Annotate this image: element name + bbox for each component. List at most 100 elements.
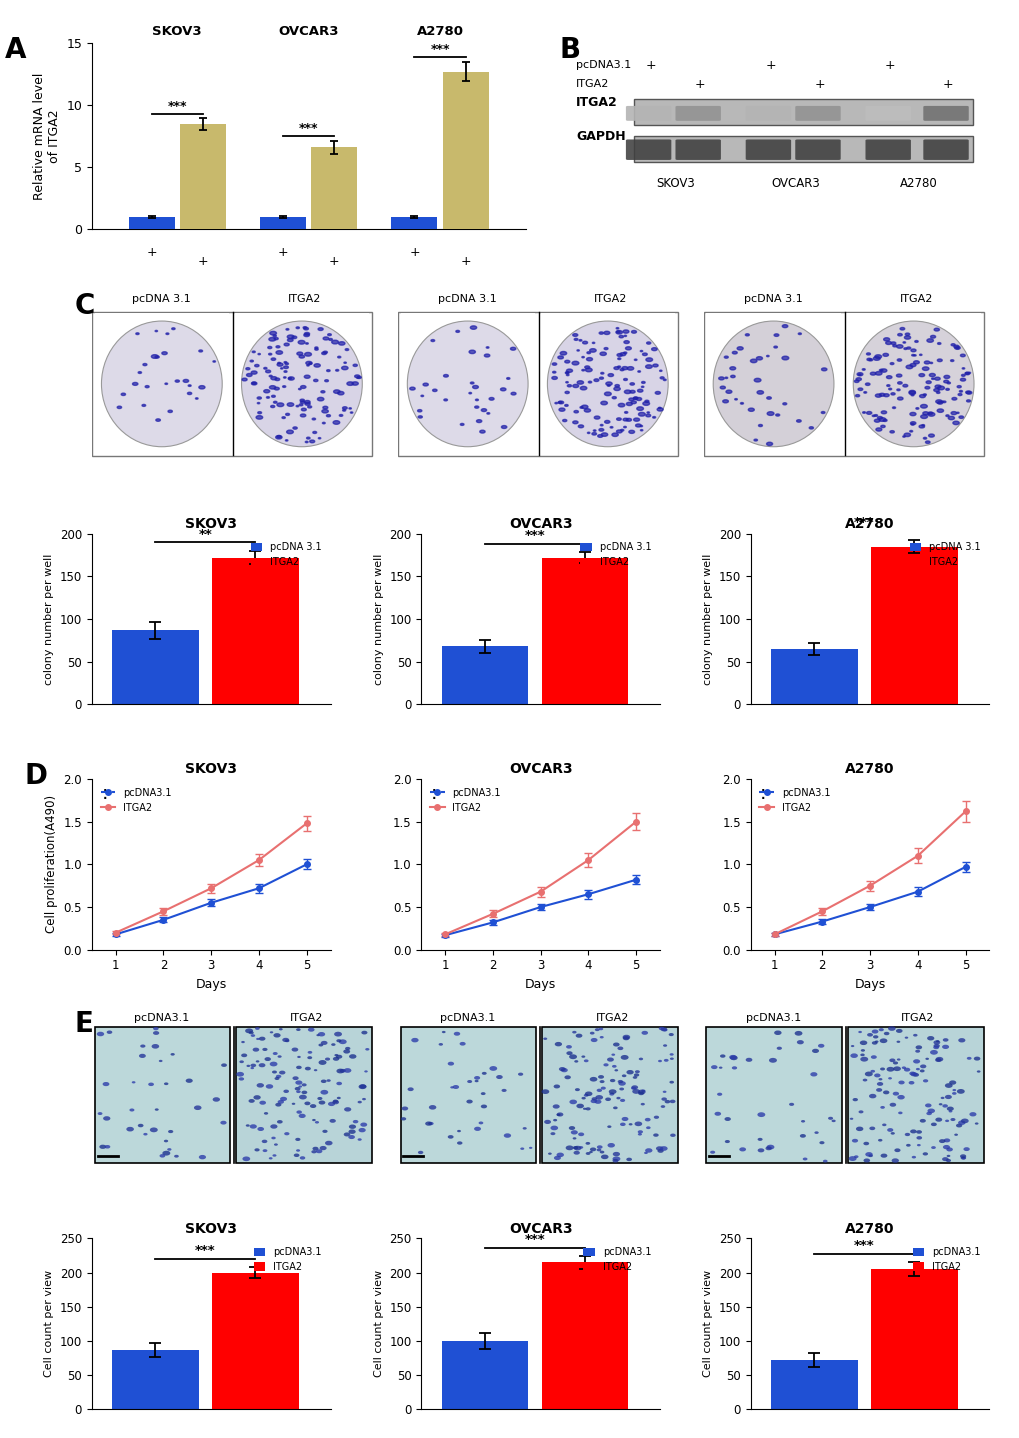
Ellipse shape — [892, 1061, 897, 1064]
Circle shape — [301, 385, 306, 388]
Circle shape — [959, 391, 962, 393]
Circle shape — [187, 393, 192, 394]
Ellipse shape — [343, 1068, 352, 1073]
Circle shape — [288, 378, 291, 380]
Circle shape — [756, 391, 763, 394]
Circle shape — [630, 390, 635, 393]
Circle shape — [605, 383, 611, 385]
Y-axis label: colony number per well: colony number per well — [373, 554, 383, 684]
Circle shape — [886, 375, 891, 378]
Ellipse shape — [589, 1031, 594, 1034]
Ellipse shape — [126, 1127, 133, 1132]
Circle shape — [934, 400, 942, 403]
Circle shape — [339, 414, 342, 417]
Circle shape — [920, 414, 926, 418]
Circle shape — [324, 380, 328, 381]
Y-axis label: Cell count per view: Cell count per view — [373, 1270, 383, 1378]
Ellipse shape — [590, 1038, 597, 1043]
Ellipse shape — [262, 1048, 267, 1051]
Ellipse shape — [857, 1031, 861, 1032]
Ellipse shape — [240, 1041, 245, 1043]
Circle shape — [652, 417, 655, 418]
Ellipse shape — [99, 1145, 106, 1149]
Ellipse shape — [644, 1117, 650, 1122]
Y-axis label: Cell count per view: Cell count per view — [702, 1270, 712, 1378]
Circle shape — [328, 338, 332, 341]
Circle shape — [910, 421, 915, 424]
FancyBboxPatch shape — [745, 106, 791, 121]
Text: SKOV3: SKOV3 — [655, 177, 694, 190]
Ellipse shape — [944, 1094, 951, 1099]
Ellipse shape — [940, 1097, 944, 1099]
Ellipse shape — [937, 1103, 942, 1106]
Ellipse shape — [960, 1156, 965, 1159]
Text: +: + — [942, 78, 953, 91]
Ellipse shape — [946, 1107, 953, 1112]
Ellipse shape — [332, 1100, 338, 1104]
Ellipse shape — [613, 1070, 618, 1071]
Circle shape — [957, 394, 961, 395]
Circle shape — [904, 336, 910, 339]
Circle shape — [903, 348, 906, 349]
Ellipse shape — [316, 1149, 322, 1153]
Circle shape — [252, 383, 257, 385]
Circle shape — [854, 380, 858, 383]
Ellipse shape — [316, 1034, 320, 1037]
Circle shape — [315, 347, 318, 348]
Ellipse shape — [878, 1038, 887, 1043]
Ellipse shape — [644, 1148, 652, 1153]
Ellipse shape — [314, 1068, 317, 1071]
Circle shape — [726, 390, 732, 394]
Ellipse shape — [942, 1044, 948, 1048]
Ellipse shape — [660, 1097, 666, 1102]
Ellipse shape — [877, 1139, 881, 1142]
FancyBboxPatch shape — [706, 313, 840, 454]
Circle shape — [606, 385, 609, 387]
Ellipse shape — [924, 1058, 928, 1060]
Ellipse shape — [590, 1099, 596, 1103]
Ellipse shape — [952, 1089, 955, 1091]
Circle shape — [308, 406, 312, 408]
Circle shape — [552, 371, 555, 372]
Ellipse shape — [915, 1045, 921, 1050]
Circle shape — [876, 417, 881, 420]
Ellipse shape — [273, 1032, 280, 1038]
Ellipse shape — [862, 1142, 868, 1145]
Ellipse shape — [310, 1104, 316, 1109]
X-axis label: Days: Days — [854, 978, 884, 991]
Ellipse shape — [890, 1132, 894, 1135]
Ellipse shape — [604, 1097, 610, 1102]
Text: ***: *** — [195, 1244, 216, 1257]
Ellipse shape — [827, 1117, 833, 1120]
Circle shape — [878, 417, 884, 421]
Ellipse shape — [170, 1053, 174, 1055]
FancyBboxPatch shape — [95, 1027, 230, 1162]
Bar — [770, 649, 857, 705]
Circle shape — [884, 341, 891, 345]
Circle shape — [866, 411, 871, 414]
Ellipse shape — [878, 1028, 883, 1031]
Legend: pcDNA3.1, ITGA2: pcDNA3.1, ITGA2 — [579, 1244, 654, 1276]
Ellipse shape — [638, 1057, 643, 1060]
Circle shape — [298, 341, 305, 344]
Ellipse shape — [573, 1146, 578, 1149]
Circle shape — [936, 408, 943, 413]
Ellipse shape — [575, 1034, 582, 1038]
Ellipse shape — [600, 1155, 608, 1159]
Bar — [128, 217, 174, 230]
Ellipse shape — [922, 1078, 927, 1083]
Circle shape — [251, 371, 257, 374]
FancyBboxPatch shape — [92, 312, 372, 456]
Circle shape — [633, 397, 637, 400]
Circle shape — [283, 365, 288, 368]
Ellipse shape — [608, 1093, 613, 1096]
Ellipse shape — [813, 1132, 818, 1135]
Ellipse shape — [98, 1112, 102, 1114]
Ellipse shape — [730, 1055, 737, 1060]
Circle shape — [920, 404, 926, 408]
Circle shape — [637, 390, 642, 393]
Circle shape — [578, 424, 583, 427]
Circle shape — [952, 421, 958, 424]
Circle shape — [918, 426, 923, 429]
Ellipse shape — [709, 1150, 714, 1153]
